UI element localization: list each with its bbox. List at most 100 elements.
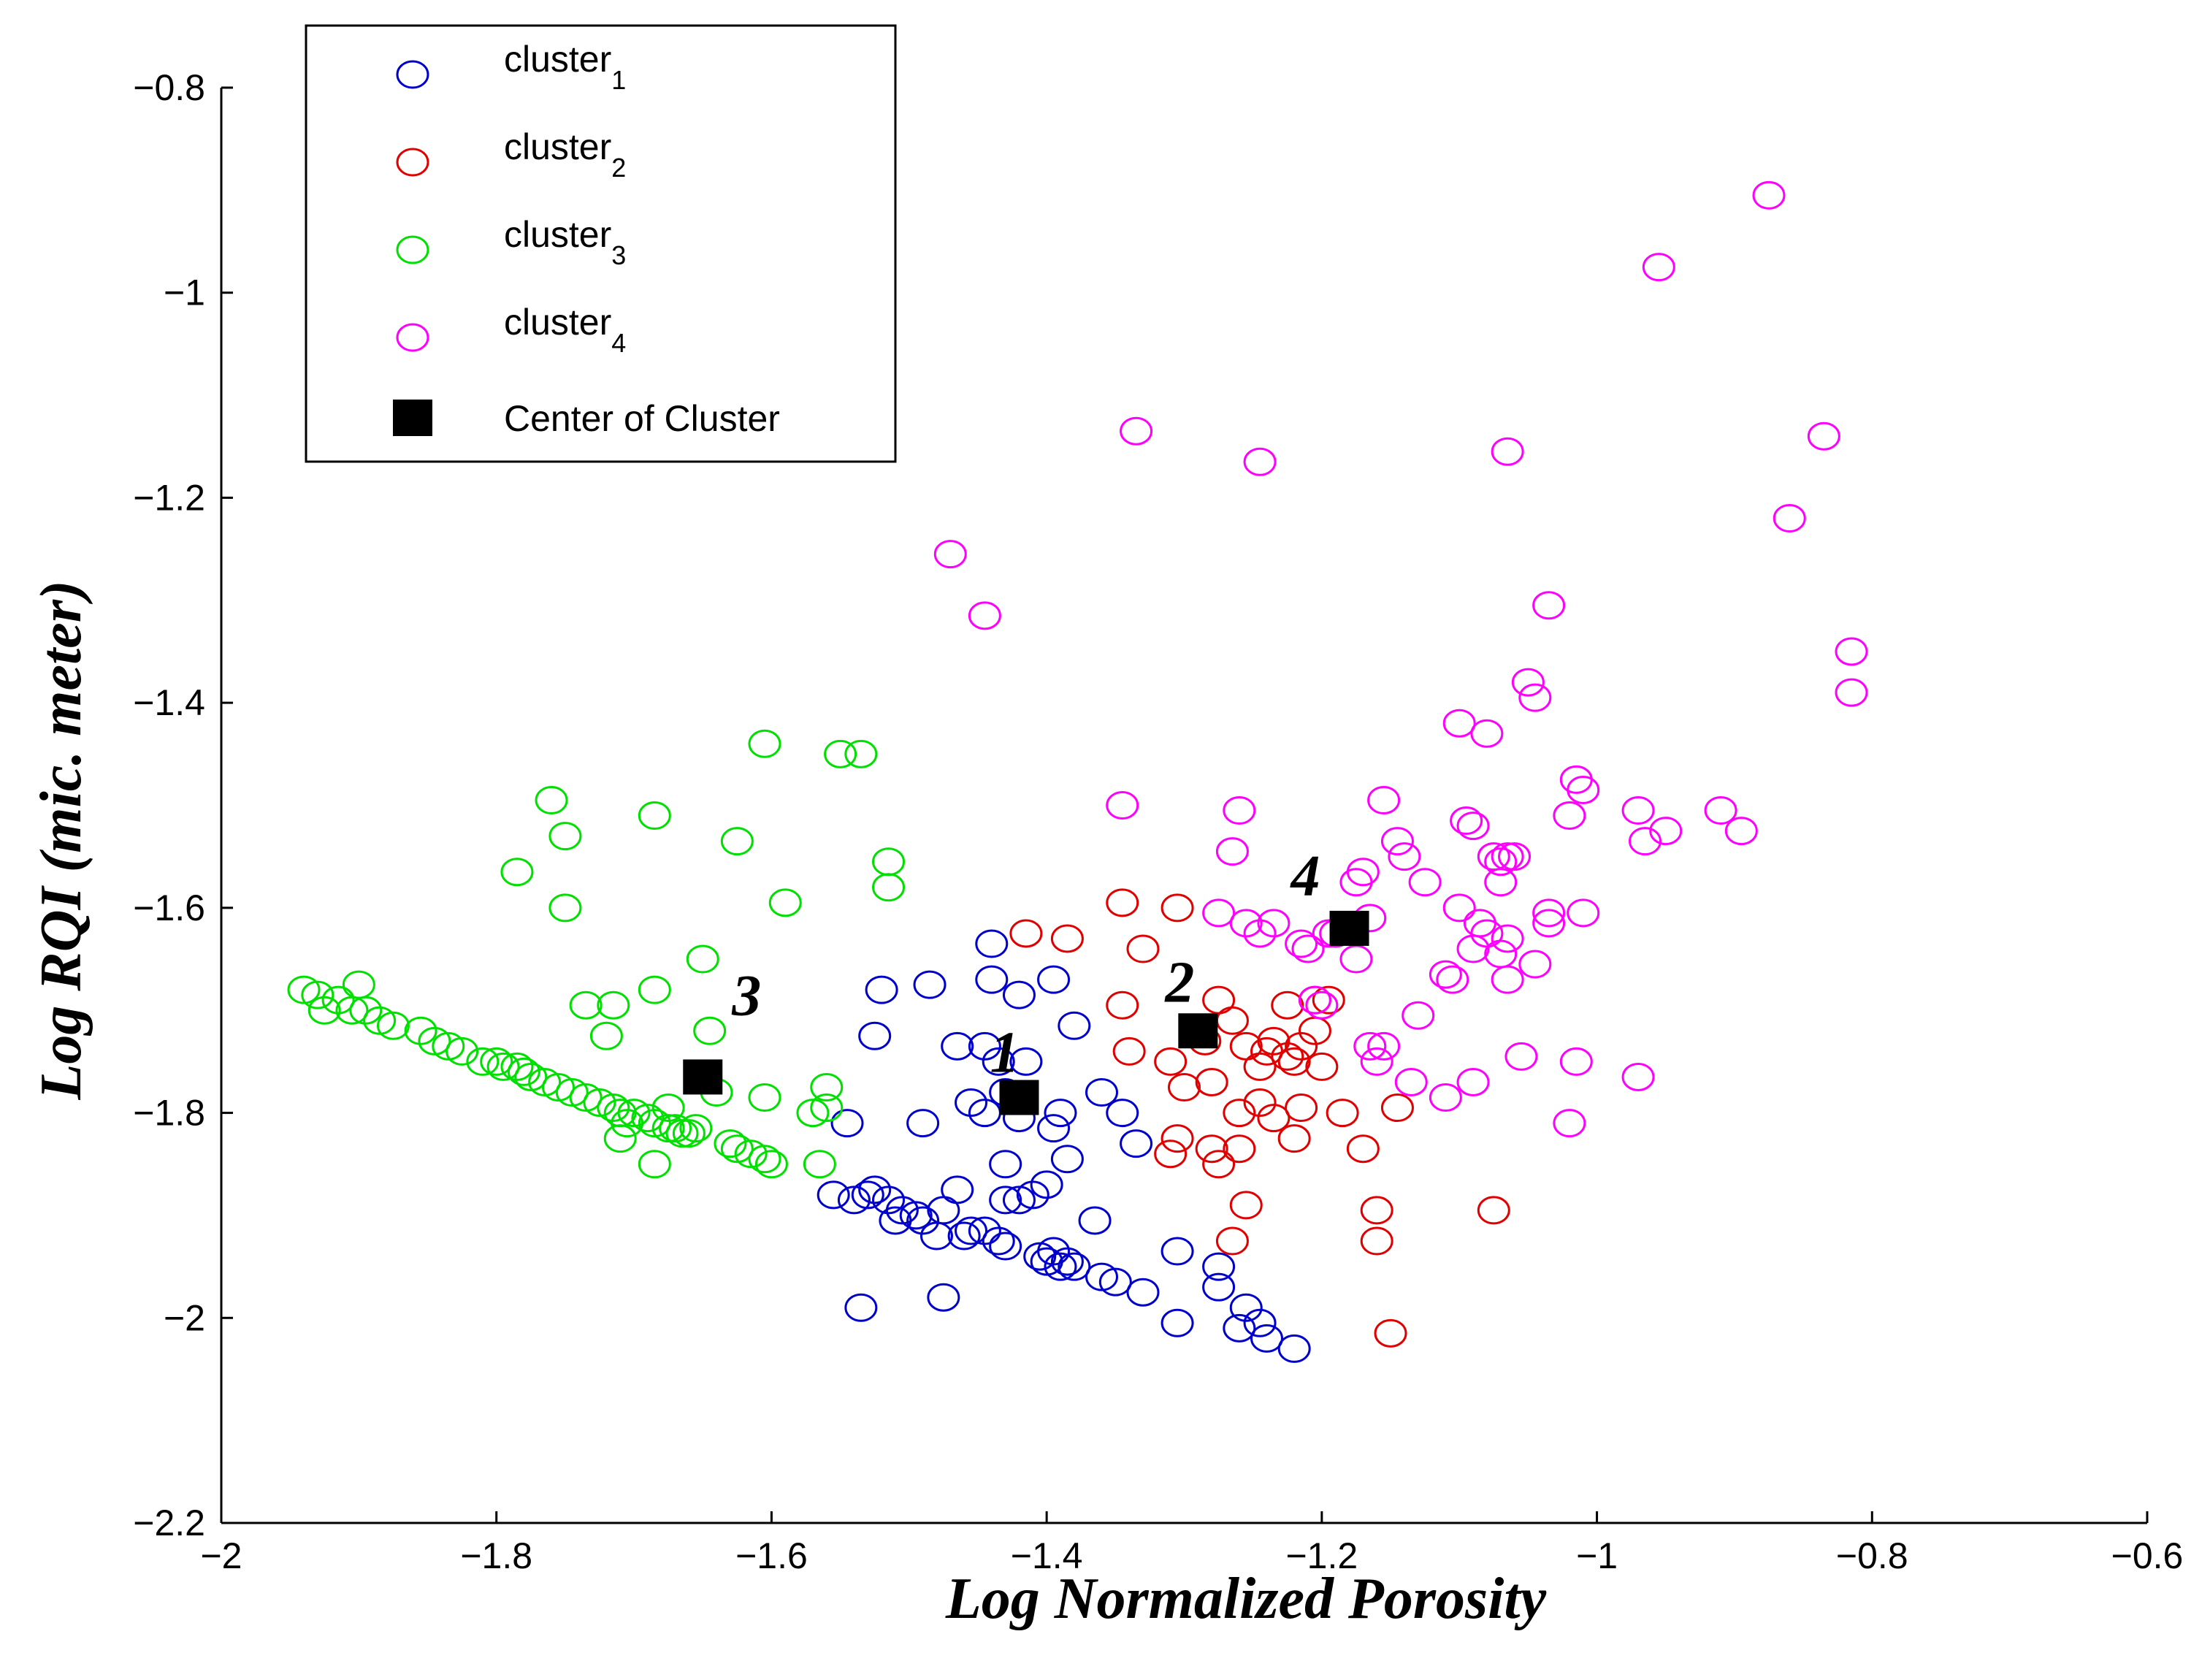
x-tick-label: −1.2 [1285, 1535, 1358, 1576]
data-point [748, 1145, 781, 1174]
data-point [363, 1006, 397, 1035]
data-point [1511, 668, 1545, 697]
data-point [1195, 1134, 1228, 1164]
data-point [1436, 965, 1469, 994]
data-point [824, 739, 857, 768]
data-point [872, 1185, 906, 1215]
data-point [1168, 1072, 1201, 1101]
data-point [975, 929, 1009, 958]
data-point [597, 990, 630, 1020]
data-point [1044, 1252, 1077, 1281]
data-point [528, 1067, 562, 1096]
data-point [810, 1093, 844, 1123]
data-point [631, 1104, 665, 1133]
data-point [1037, 1237, 1071, 1266]
data-point [1305, 990, 1339, 1020]
data-point [1009, 1047, 1043, 1076]
data-point [1559, 1047, 1593, 1076]
data-point [1450, 806, 1483, 836]
data-point [1223, 1134, 1256, 1164]
data-point [1030, 1170, 1063, 1199]
data-point [955, 1216, 988, 1245]
data-point [1023, 1242, 1057, 1271]
data-point [1202, 1272, 1236, 1302]
data-point [548, 893, 582, 923]
data-point [1491, 924, 1524, 953]
data-point [1567, 775, 1600, 804]
data-point [1112, 1036, 1146, 1066]
data-point [1106, 888, 1139, 917]
data-point [535, 785, 568, 814]
data-point [1202, 898, 1236, 928]
data-point [1470, 719, 1504, 748]
data-point [1835, 637, 1868, 666]
data-point [1250, 1036, 1284, 1066]
data-point [1257, 1026, 1290, 1055]
y-axis-title: Log RQI (mic. meter) [29, 581, 93, 1101]
data-point [1649, 817, 1683, 846]
data-point [1050, 924, 1084, 953]
data-point [858, 1021, 892, 1050]
data-point [968, 601, 1001, 630]
data-point [1106, 791, 1139, 820]
data-point [1016, 1180, 1049, 1210]
data-point [1250, 1324, 1284, 1353]
data-point [1078, 1206, 1112, 1235]
data-point [1484, 939, 1518, 969]
data-point [1380, 1093, 1414, 1123]
data-point [1285, 1093, 1318, 1123]
data-point [885, 1196, 919, 1225]
data-point [955, 1088, 988, 1118]
data-point [1120, 416, 1153, 446]
data-point [1277, 1124, 1311, 1153]
data-point [1724, 817, 1758, 846]
data-point [858, 1175, 892, 1204]
data-point [720, 827, 754, 856]
x-axis-title: Log Normalized Porosity [945, 1567, 1547, 1631]
data-point [1621, 1062, 1655, 1091]
cluster-center-marker [683, 1059, 723, 1095]
data-point [1271, 1042, 1304, 1071]
y-tick-label: −0.8 [133, 67, 205, 108]
data-point [1058, 1252, 1091, 1281]
data-point [1044, 1099, 1077, 1128]
axes: −2 −1.8 −1.6 −1.4 −1.2 −1 −0.8 −0.6−2.2−2−1.8−1… [133, 67, 2183, 1576]
data-point [872, 873, 906, 902]
data-point [947, 1221, 981, 1251]
data-point [1229, 1293, 1263, 1322]
data-point [1807, 421, 1840, 451]
data-point [1504, 1042, 1538, 1071]
data-point [679, 1114, 713, 1143]
data-point [1346, 1134, 1380, 1164]
data-point [569, 990, 603, 1020]
data-point [638, 1109, 671, 1138]
data-point [686, 944, 719, 974]
data-point [1285, 929, 1318, 958]
x-tick-label: −1.4 [1011, 1535, 1083, 1576]
x-tick-label: −1.8 [460, 1535, 532, 1576]
data-point [589, 1021, 623, 1050]
data-point [768, 888, 802, 917]
data-point [617, 1099, 651, 1128]
data-point [830, 1109, 864, 1138]
data-point [720, 1134, 754, 1164]
data-point [446, 1036, 479, 1066]
legend-marker [393, 400, 432, 436]
data-point [1215, 837, 1249, 866]
data-point [555, 1078, 589, 1107]
y-tick-label: −1.4 [133, 682, 205, 723]
data-point [714, 1129, 747, 1158]
data-point [1126, 1278, 1160, 1307]
data-point [1215, 1006, 1249, 1035]
data-point [927, 1283, 960, 1312]
data-point [1532, 591, 1566, 620]
data-point [865, 975, 898, 1004]
data-point [1491, 437, 1524, 466]
x-tick-label: −0.6 [2111, 1535, 2184, 1576]
data-point [486, 1052, 520, 1081]
y-tick-label: −1.8 [133, 1093, 205, 1134]
cluster-center-label: 1 [990, 1021, 1019, 1085]
series-cluster-4 [933, 180, 1868, 1138]
data-point [1160, 893, 1194, 923]
